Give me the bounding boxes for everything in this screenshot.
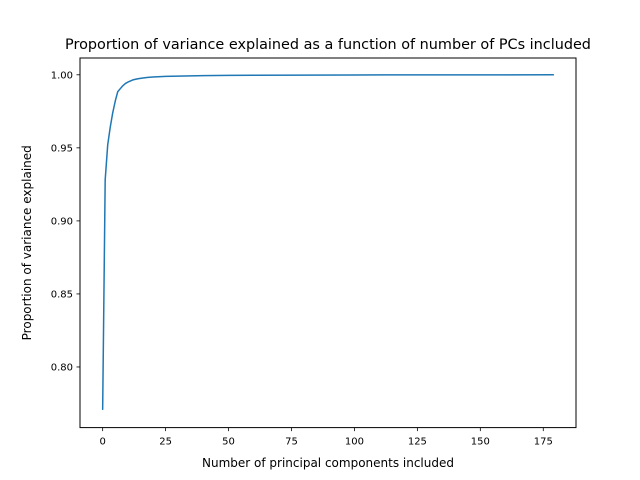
y-tick-label: 0.80 bbox=[51, 362, 73, 373]
x-tick-label: 150 bbox=[471, 437, 490, 448]
y-axis-label: Proportion of variance explained bbox=[20, 145, 34, 340]
y-tick-label: 0.90 bbox=[51, 216, 73, 227]
x-tick-label: 75 bbox=[285, 437, 298, 448]
x-tick-label: 0 bbox=[99, 437, 105, 448]
y-tick-label: 0.85 bbox=[51, 289, 73, 300]
x-tick-label: 50 bbox=[222, 437, 235, 448]
plot-frame bbox=[79, 57, 577, 429]
x-tick-label: 100 bbox=[345, 437, 364, 448]
series-line-0 bbox=[101, 74, 555, 411]
x-tick-label: 125 bbox=[408, 437, 427, 448]
chart-title: Proportion of variance explained as a fu… bbox=[65, 37, 591, 53]
x-tick-label: 25 bbox=[159, 437, 172, 448]
x-tick-label: 175 bbox=[534, 437, 553, 448]
y-axis: 0.80 0.85 0.90 0.95 1.00 bbox=[51, 70, 80, 373]
x-axis-label: Number of principal components included bbox=[202, 456, 454, 470]
x-axis: 0 25 50 75 100 125 150 175 bbox=[99, 427, 553, 448]
plot-area bbox=[101, 74, 555, 411]
y-tick-label: 1.00 bbox=[51, 70, 73, 81]
y-tick-label: 0.95 bbox=[51, 143, 73, 154]
